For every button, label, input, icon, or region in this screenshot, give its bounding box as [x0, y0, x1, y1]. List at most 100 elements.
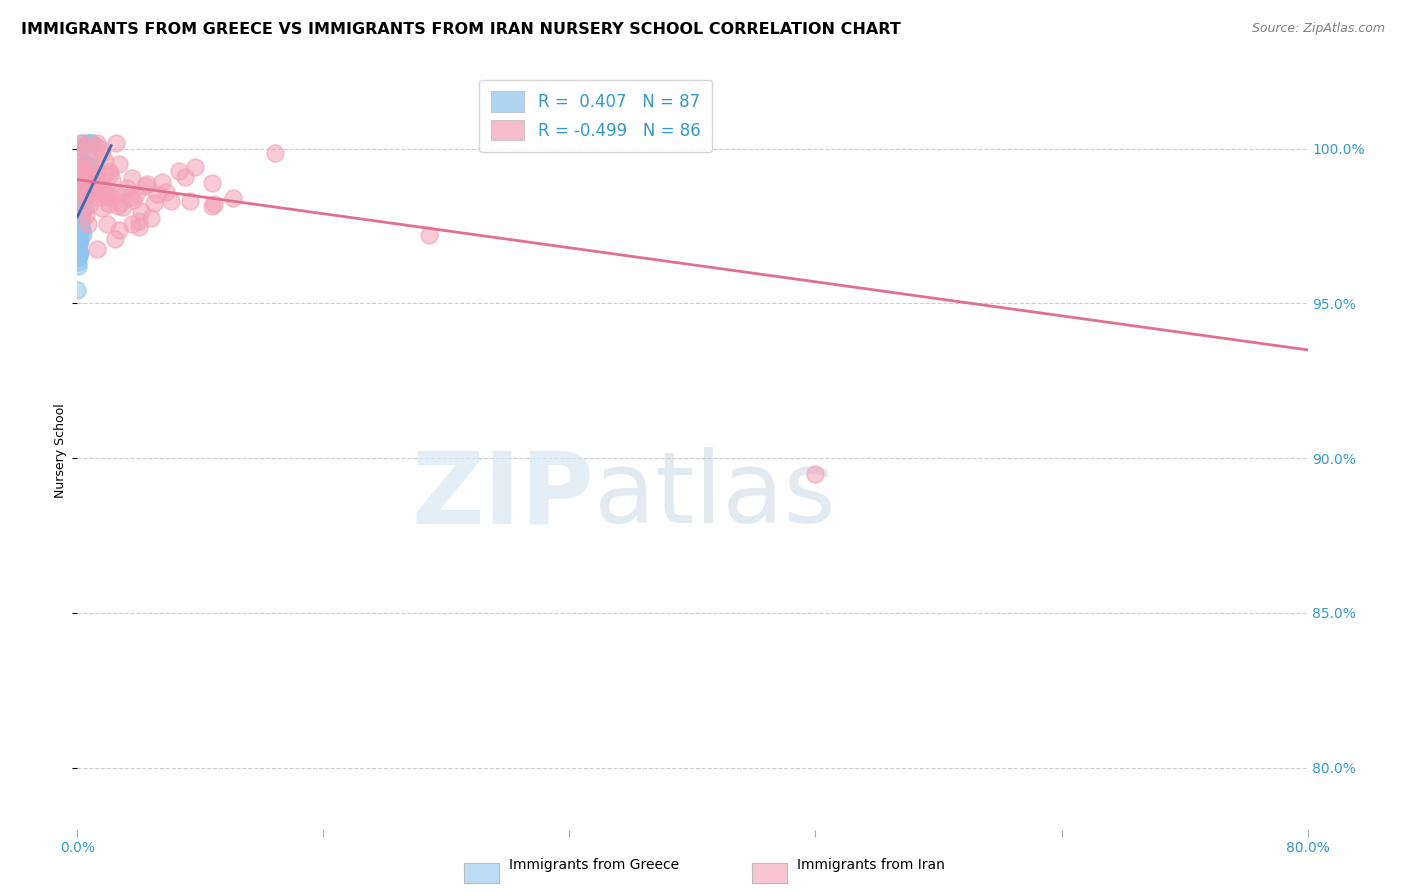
- Point: [69, 214, 91, 228]
- Point: [118, 190, 141, 204]
- Point: [80, 136, 103, 150]
- Point: [94, 154, 117, 169]
- Point: [96, 189, 118, 203]
- Point: [70, 196, 93, 211]
- Point: [150, 175, 173, 189]
- Point: [82, 170, 104, 185]
- Point: [69, 186, 91, 200]
- Point: [100, 189, 122, 203]
- Point: [139, 211, 162, 226]
- Point: [67, 183, 90, 197]
- Point: [67, 178, 90, 192]
- Point: [77, 151, 100, 165]
- Point: [72, 167, 94, 181]
- Point: [107, 199, 129, 213]
- Point: [67, 189, 90, 203]
- Point: [418, 227, 440, 242]
- Point: [67, 195, 90, 210]
- Point: [79, 136, 101, 150]
- Point: [86, 179, 108, 194]
- Point: [98, 196, 121, 211]
- Point: [72, 173, 94, 187]
- Point: [66, 230, 89, 244]
- Point: [76, 173, 98, 187]
- Point: [66, 254, 89, 268]
- Point: [69, 193, 91, 207]
- Point: [103, 232, 125, 246]
- Text: Immigrants from Iran: Immigrants from Iran: [797, 858, 945, 872]
- Point: [67, 162, 90, 177]
- Point: [69, 182, 91, 196]
- Point: [69, 136, 91, 150]
- Point: [73, 182, 96, 196]
- Point: [67, 223, 90, 237]
- Point: [70, 222, 93, 236]
- Point: [69, 217, 91, 231]
- Point: [159, 194, 181, 209]
- Point: [77, 154, 100, 169]
- Point: [76, 187, 98, 202]
- Point: [70, 172, 93, 186]
- Point: [69, 193, 91, 207]
- Point: [67, 171, 90, 186]
- Point: [97, 164, 120, 178]
- Point: [75, 207, 97, 221]
- Point: [108, 223, 131, 237]
- Point: [79, 136, 101, 151]
- Point: [84, 167, 107, 181]
- Point: [69, 204, 91, 219]
- Point: [128, 220, 150, 235]
- Point: [72, 166, 94, 180]
- Point: [72, 184, 94, 198]
- Point: [80, 184, 103, 198]
- Point: [67, 198, 90, 212]
- Legend: R =  0.407   N = 87, R = -0.499   N = 86: R = 0.407 N = 87, R = -0.499 N = 86: [479, 79, 711, 152]
- Point: [69, 192, 91, 206]
- Point: [66, 226, 89, 240]
- Point: [69, 222, 91, 236]
- Point: [76, 172, 98, 186]
- Point: [96, 217, 118, 231]
- Point: [67, 222, 90, 236]
- Point: [86, 242, 108, 256]
- Point: [69, 181, 91, 195]
- Point: [143, 196, 166, 211]
- Point: [86, 136, 108, 150]
- Point: [67, 177, 90, 191]
- Point: [67, 206, 90, 220]
- Point: [69, 199, 91, 213]
- Point: [73, 200, 96, 214]
- Point: [69, 226, 91, 240]
- Point: [73, 184, 96, 198]
- Point: [115, 180, 138, 194]
- Point: [66, 201, 89, 215]
- Point: [201, 199, 224, 213]
- Point: [75, 158, 97, 172]
- Point: [179, 194, 201, 209]
- Point: [67, 212, 90, 227]
- Point: [98, 190, 121, 204]
- Point: [104, 136, 127, 150]
- Point: [67, 175, 90, 189]
- Point: [73, 188, 96, 202]
- Point: [79, 159, 101, 173]
- Point: [128, 214, 150, 228]
- Point: [73, 201, 96, 215]
- Point: [201, 176, 224, 190]
- Point: [66, 250, 89, 264]
- Point: [67, 172, 90, 186]
- Point: [184, 161, 207, 175]
- Point: [70, 136, 93, 150]
- Point: [69, 195, 91, 210]
- Point: [66, 235, 89, 250]
- Point: [67, 236, 90, 251]
- Point: [67, 178, 90, 193]
- Point: [105, 186, 128, 201]
- Point: [69, 155, 91, 169]
- Point: [67, 170, 90, 185]
- Point: [69, 245, 91, 260]
- Point: [94, 189, 117, 203]
- Point: [67, 211, 90, 225]
- Point: [83, 181, 105, 195]
- Point: [167, 163, 190, 178]
